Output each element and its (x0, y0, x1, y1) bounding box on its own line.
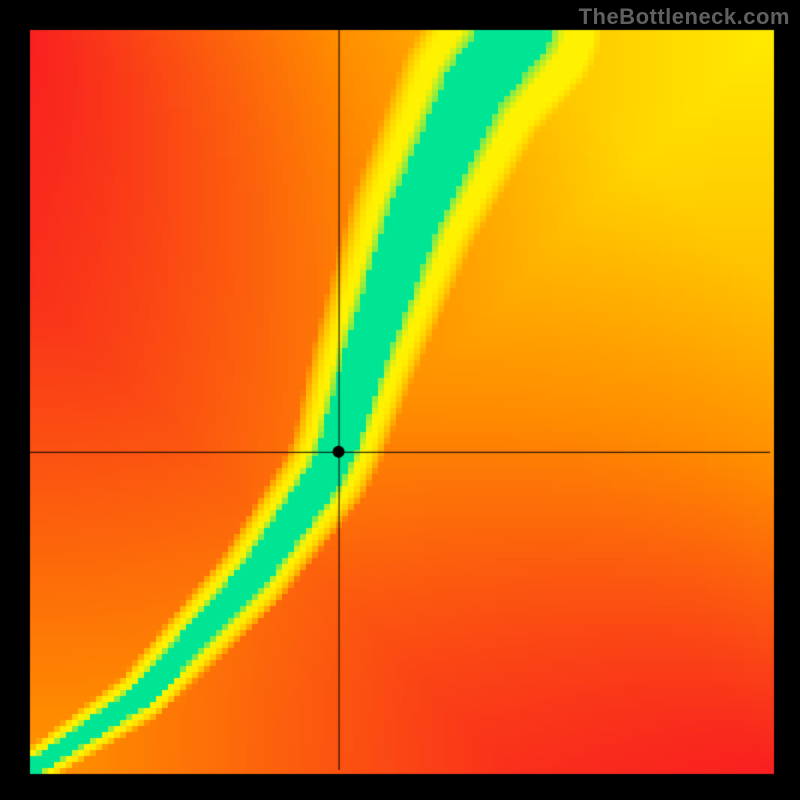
watermark-text: TheBottleneck.com (579, 4, 790, 30)
figure-root: TheBottleneck.com (0, 0, 800, 800)
heatmap-canvas (0, 0, 800, 800)
